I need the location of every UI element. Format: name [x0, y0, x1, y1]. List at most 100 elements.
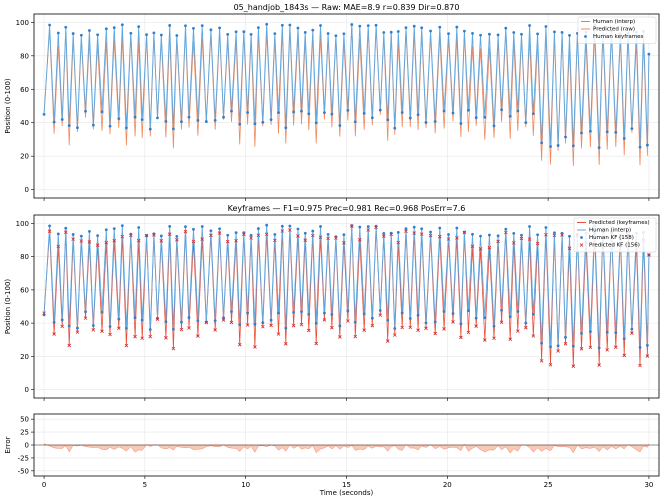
- human-kf-point: [479, 234, 482, 238]
- human-keyframe-point: [528, 24, 531, 27]
- human-keyframe-point: [164, 119, 168, 123]
- human-kf-point: [311, 229, 315, 233]
- keyframes-panel: 0 20 40 60 80 100 Keyframes — F1=0.975 Prec=0.…: [4, 204, 660, 401]
- y-tick-label: 60: [20, 86, 29, 94]
- predicted-kf-point: [412, 231, 416, 235]
- human-kf-point: [553, 231, 556, 235]
- human-keyframe-point: [330, 112, 334, 116]
- human-keyframe-point: [60, 118, 64, 121]
- y-tick-label: 0: [25, 386, 29, 394]
- human-keyframe-point: [378, 108, 382, 112]
- predicted-kf-point: [338, 335, 342, 339]
- series-human-interp-line: [43, 225, 650, 348]
- human-keyframe-point: [342, 32, 346, 36]
- predicted-kf-point: [524, 325, 528, 330]
- human-kf-point: [192, 227, 195, 231]
- predicted-kf-point: [531, 334, 536, 338]
- human-kf-point: [455, 226, 459, 230]
- human-kf-point: [238, 323, 242, 327]
- human-kf-point: [300, 310, 303, 313]
- human-kf-point: [56, 232, 60, 236]
- human-keyframe-point: [265, 22, 269, 26]
- predicted-kf-point: [535, 241, 540, 246]
- human-keyframe-point: [76, 126, 79, 130]
- human-keyframe-point: [108, 124, 112, 128]
- x-axis-label: Time (seconds): [319, 489, 374, 497]
- human-keyframe-point: [326, 32, 330, 35]
- human-keyframe-point: [129, 31, 133, 35]
- predicted-kf-point: [108, 332, 112, 337]
- human-kf-point: [386, 318, 390, 322]
- human-kf-point: [438, 226, 442, 230]
- predicted-kf-point: [527, 237, 532, 241]
- human-keyframe-point: [424, 121, 428, 124]
- predicted-kf-point: [129, 233, 133, 238]
- human-kf-point: [420, 227, 424, 231]
- human-keyframe-point: [358, 24, 362, 28]
- human-kf-point: [307, 312, 311, 316]
- predicted-kf-point: [63, 230, 68, 234]
- predicted-kf-point: [419, 232, 424, 236]
- predicted-kf-point: [358, 237, 362, 242]
- human-kf-point: [96, 234, 100, 238]
- human-kf-point: [209, 229, 213, 233]
- predicted-kf-point: [47, 229, 52, 233]
- human-kf-point: [508, 315, 512, 319]
- error-panel: -50 -25 0 25 50 0 5 10 15 20 25 30 Error Time (second…: [4, 413, 660, 497]
- human-kf-point: [638, 346, 642, 349]
- human-keyframe-point: [253, 122, 257, 126]
- human-keyframe-point: [442, 109, 446, 113]
- panel-title: 05_handjob_1843s — Raw: MAE=8.9 r=0.839 …: [234, 3, 460, 12]
- human-keyframe-point: [187, 115, 191, 119]
- y-tick-label: 80: [20, 253, 29, 261]
- human-keyframe-point: [568, 34, 571, 37]
- predicted-kf-point: [284, 342, 288, 346]
- human-kf-point: [256, 227, 260, 230]
- human-kf-point: [330, 313, 334, 316]
- predicted-kf-point: [428, 233, 433, 238]
- human-keyframe-point: [350, 23, 354, 26]
- human-keyframe-point: [292, 110, 296, 114]
- human-kf-point: [175, 235, 179, 238]
- human-kf-point: [140, 318, 144, 322]
- human-kf-point: [48, 224, 51, 228]
- predicted-kf-point: [496, 239, 500, 244]
- legend: Human (interp) Predicted (raw)Human keyfr…: [577, 16, 657, 44]
- predicted-kf-point: [75, 330, 80, 334]
- human-kf-point: [597, 346, 601, 350]
- human-keyframe-point: [474, 116, 478, 120]
- predicted-kf-point: [424, 326, 428, 331]
- human-kf-point: [370, 316, 374, 320]
- human-keyframe-point: [338, 124, 342, 127]
- predicted-kf-point: [346, 319, 350, 323]
- human-keyframe-point: [261, 120, 265, 124]
- human-keyframe-point: [393, 126, 397, 130]
- human-kf-point: [536, 233, 539, 237]
- y-tick-label: 20: [20, 353, 29, 361]
- human-keyframe-point: [71, 32, 75, 35]
- predicted-kf-point: [291, 323, 296, 328]
- human-keyframe-point: [362, 111, 366, 115]
- predicted-kf-point: [229, 320, 234, 325]
- predicted-kf-point: [136, 238, 141, 243]
- raw-prediction-panel: 0 20 40 60 80 100 05_handjob_1843s — Raw: MAE=…: [4, 3, 660, 201]
- human-keyframe-point: [645, 143, 649, 147]
- human-keyframe-point: [512, 31, 516, 34]
- human-keyframe-point: [462, 29, 466, 33]
- predicted-kf-point: [60, 324, 64, 329]
- human-kf-point: [556, 344, 560, 348]
- human-keyframe-point: [311, 28, 315, 32]
- human-keyframe-point: [571, 144, 575, 148]
- predicted-kf-point: [508, 337, 513, 341]
- predicted-kf-point: [560, 233, 564, 237]
- human-keyframe-point: [386, 118, 390, 122]
- predicted-kf-point: [288, 228, 292, 232]
- y-tick-label: 25: [20, 429, 29, 437]
- human-kf-point: [303, 231, 307, 235]
- predicted-kf-point: [253, 345, 257, 349]
- human-keyframe-point: [249, 33, 253, 36]
- human-kf-point: [549, 345, 552, 349]
- predicted-kf-point: [504, 230, 508, 235]
- legend-box: [573, 217, 657, 253]
- predicted-kf-point: [451, 320, 455, 324]
